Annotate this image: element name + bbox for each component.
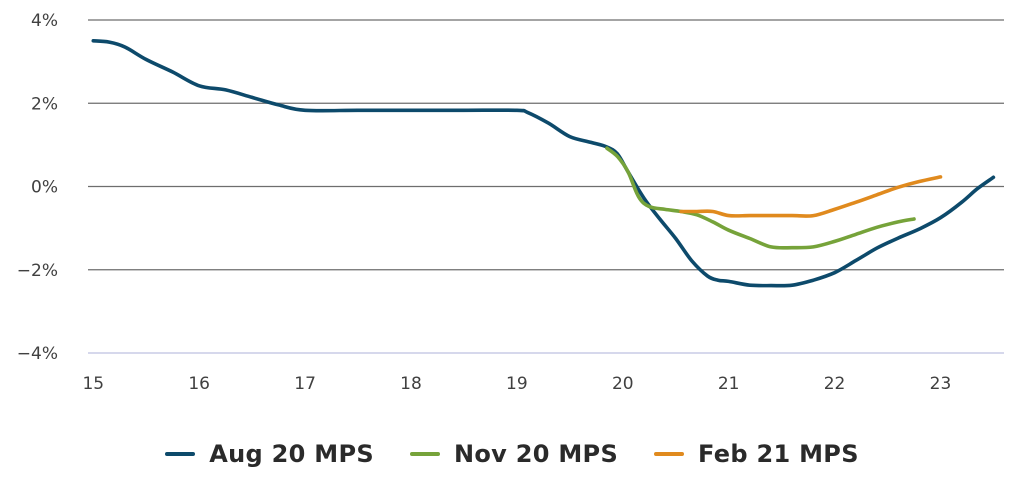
legend-label-nov: Nov 20 MPS bbox=[453, 440, 619, 468]
y-axis-tick-labels: 4% 2% 0% −2% −4% bbox=[17, 11, 58, 364]
x-tick-label: 22 bbox=[824, 374, 846, 394]
legend-swatch-nov bbox=[409, 452, 440, 456]
legend-swatch-feb bbox=[654, 452, 685, 456]
x-tick-label: 18 bbox=[400, 374, 422, 394]
series-line-feb-21-mps bbox=[679, 175, 943, 218]
x-axis-tick-labels: 15 16 17 18 19 20 21 22 23 bbox=[82, 374, 951, 394]
x-tick-label: 17 bbox=[294, 374, 316, 394]
legend-item-aug: Aug 20 MPS bbox=[165, 440, 374, 468]
series-lines bbox=[91, 39, 996, 288]
x-tick-label: 20 bbox=[612, 374, 634, 394]
series-line-nov-20-mps bbox=[605, 146, 916, 250]
x-tick-label: 15 bbox=[82, 374, 104, 394]
y-tick-label: 4% bbox=[31, 11, 58, 31]
legend-label-aug: Aug 20 MPS bbox=[209, 440, 374, 468]
line-chart: 4% 2% 0% −2% −4% 15 16 17 18 19 20 21 22 23 bbox=[17, 11, 1004, 394]
y-tick-label: −2% bbox=[17, 261, 58, 281]
x-tick-label: 16 bbox=[188, 374, 210, 394]
y-tick-label: 2% bbox=[31, 94, 58, 114]
gridlines bbox=[88, 19, 1004, 354]
legend-swatch-aug bbox=[165, 452, 196, 456]
x-tick-label: 19 bbox=[506, 374, 528, 394]
y-tick-label: 0% bbox=[31, 178, 58, 198]
legend-label-feb: Feb 21 MPS bbox=[698, 440, 859, 468]
x-tick-label: 21 bbox=[718, 374, 740, 394]
y-tick-label: −4% bbox=[17, 344, 58, 364]
x-tick-label: 23 bbox=[930, 374, 952, 394]
legend-item-feb: Feb 21 MPS bbox=[654, 440, 859, 468]
legend: Aug 20 MPS Nov 20 MPS Feb 21 MPS bbox=[0, 432, 1024, 476]
series-line-aug-20-mps bbox=[91, 39, 996, 288]
legend-item-nov: Nov 20 MPS bbox=[409, 440, 619, 468]
